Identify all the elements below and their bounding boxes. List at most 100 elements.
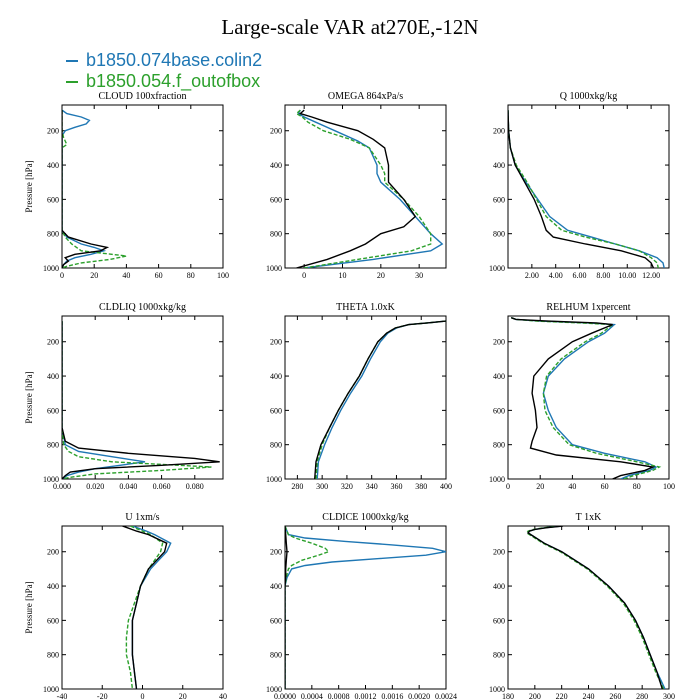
y-tick-label: 600: [270, 406, 282, 415]
x-tick-label: 0.0000: [274, 692, 296, 700]
x-tick-label: 20: [90, 271, 98, 280]
panel-title: CLDICE 1000xkg/kg: [322, 512, 408, 523]
x-tick-label: 280: [636, 692, 648, 700]
legend-label-2: b1850.054.f_outofbox: [86, 71, 261, 91]
series-line-3: [285, 526, 288, 689]
y-tick-label: 400: [493, 372, 505, 381]
panel-5: THETA 1.0xK 200 400 600 800 1000 280 300 320 340 3…: [266, 302, 452, 491]
y-tick-label: 200: [47, 548, 59, 557]
x-tick-label: 4.00: [549, 271, 563, 280]
legend-swatch-2: [66, 81, 78, 84]
x-tick-label: 6.00: [573, 271, 587, 280]
series-line-3: [296, 109, 417, 268]
y-axis-label: Pressure [hPa]: [24, 371, 34, 423]
y-tick-label: 200: [493, 548, 505, 557]
series-line-3: [510, 317, 656, 479]
x-tick-label: 20: [377, 271, 385, 280]
x-tick-label: 40: [122, 271, 130, 280]
legend-swatch-1: [66, 60, 78, 63]
panel-title: OMEGA 864xPa/s: [328, 91, 403, 102]
y-tick-label: 800: [47, 230, 59, 239]
x-tick-label: 0.0024: [435, 692, 457, 700]
x-tick-label: 10: [339, 271, 347, 280]
y-tick-label: 400: [47, 161, 59, 170]
x-tick-label: 20: [536, 482, 544, 491]
series-line-1: [62, 321, 146, 479]
y-tick-label: 200: [493, 127, 505, 136]
legend-label-1: b1850.074base.colin2: [86, 50, 263, 70]
x-tick-label: 0.040: [119, 482, 137, 491]
x-tick-label: 40: [568, 482, 576, 491]
panel-3: Q 1000xkg/kg 200 400 600 800 1000 2.00 4.00 6.00…: [489, 91, 670, 280]
panel-title: THETA 1.0xK: [336, 302, 395, 313]
panel-title: RELHUM 1xpercent: [546, 302, 630, 313]
y-tick-label: 800: [270, 651, 282, 660]
y-tick-label: 800: [47, 651, 59, 660]
series-line-1: [62, 109, 107, 268]
x-tick-label: 0: [302, 271, 306, 280]
x-tick-label: 0.0016: [381, 692, 403, 700]
x-tick-label: 0: [60, 271, 64, 280]
series-line-2: [295, 109, 432, 268]
y-tick-label: 200: [47, 127, 59, 136]
y-tick-label: 200: [493, 338, 505, 347]
x-tick-label: 80: [633, 482, 641, 491]
x-tick-label: 40: [219, 692, 227, 700]
x-tick-label: 12.00: [642, 271, 660, 280]
x-tick-label: 0.0020: [408, 692, 430, 700]
series-line-3: [62, 110, 110, 268]
series-line-3: [62, 321, 220, 479]
y-tick-label: 600: [47, 195, 59, 204]
series-line-2: [285, 526, 330, 689]
x-tick-label: 0.060: [153, 482, 171, 491]
x-tick-label: 60: [601, 482, 609, 491]
y-tick-label: 1000: [489, 685, 505, 694]
y-axis-label: Pressure [hPa]: [24, 581, 34, 633]
x-tick-label: 0.0012: [355, 692, 377, 700]
y-tick-label: 1000: [489, 475, 505, 484]
series-line-2: [125, 526, 164, 689]
x-tick-label: 2.00: [525, 271, 539, 280]
y-tick-label: 400: [270, 161, 282, 170]
x-tick-label: 0.080: [186, 482, 204, 491]
plot-frame: [284, 104, 447, 269]
y-tick-label: 400: [47, 372, 59, 381]
y-tick-label: 200: [270, 127, 282, 136]
x-tick-label: 0.0008: [328, 692, 350, 700]
series-line-2: [315, 320, 446, 479]
y-tick-label: 400: [47, 582, 59, 591]
y-tick-label: 400: [270, 372, 282, 381]
x-tick-label: 0: [506, 482, 510, 491]
series-line-1: [316, 320, 446, 479]
x-tick-label: 60: [155, 271, 163, 280]
y-tick-label: 200: [270, 338, 282, 347]
x-tick-label: 280: [291, 482, 303, 491]
y-tick-label: 1000: [489, 264, 505, 273]
legend-entry-2: b1850.054.f_outofbox: [66, 71, 260, 92]
x-tick-label: 10.00: [618, 271, 636, 280]
panel-title: U 1xm/s: [125, 512, 159, 523]
y-tick-label: 400: [270, 582, 282, 591]
y-tick-label: 400: [493, 161, 505, 170]
panel-title: CLDLIQ 1000xkg/kg: [99, 302, 186, 313]
y-tick-label: 1000: [43, 264, 59, 273]
y-tick-label: 400: [493, 582, 505, 591]
y-tick-label: 800: [493, 441, 505, 450]
x-tick-label: 30: [415, 271, 423, 280]
x-tick-label: 300: [663, 692, 675, 700]
figure-title: Large-scale VAR at270E,-12N: [221, 15, 479, 39]
y-tick-label: 1000: [266, 264, 282, 273]
y-tick-label: 1000: [266, 475, 282, 484]
x-tick-label: 400: [440, 482, 452, 491]
y-axis-label: Pressure [hPa]: [24, 160, 34, 212]
y-tick-label: 1000: [43, 475, 59, 484]
y-tick-label: 600: [270, 616, 282, 625]
series-line-2: [62, 321, 212, 479]
series-line-3: [508, 110, 655, 268]
y-tick-label: 200: [270, 548, 282, 557]
series-line-3: [527, 526, 663, 689]
